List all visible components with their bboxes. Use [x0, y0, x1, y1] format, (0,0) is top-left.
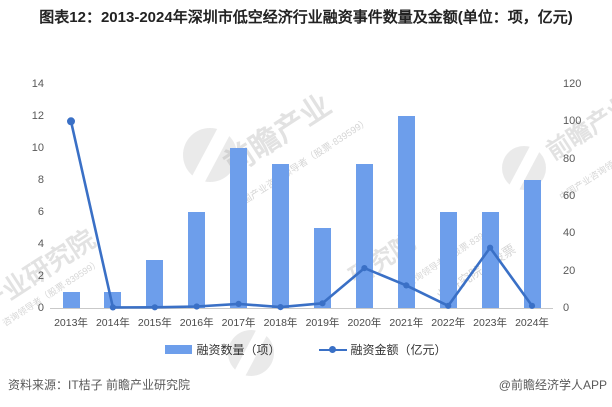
- plot-area: [50, 84, 553, 309]
- x-axis-tick: 2016年: [179, 317, 214, 329]
- line-series: [69, 119, 534, 309]
- bar-2021年: [397, 116, 415, 308]
- line-swatch-icon: [318, 345, 347, 354]
- y-axis-left-tick: 2: [37, 270, 44, 282]
- legend-item-line: 融资金额（亿元）: [318, 341, 447, 358]
- y-axis-left-tick: 0: [37, 302, 44, 314]
- x-axis-tick: 2013年: [54, 317, 88, 329]
- line-point-2023年: [487, 244, 494, 251]
- y-axis-right-tick: 120: [563, 78, 582, 90]
- line-point-2020年: [361, 265, 368, 272]
- bar-2014年: [104, 292, 122, 308]
- y-axis-right-tick: 20: [563, 264, 576, 277]
- bar-2017年: [230, 148, 248, 308]
- line-point-2013年: [67, 117, 75, 126]
- line-point-2014年: [109, 304, 116, 311]
- y-axis-left-tick: 14: [31, 78, 44, 90]
- x-axis-tick: 2020年: [347, 317, 382, 329]
- line-point-2017年: [235, 300, 242, 307]
- bar-2019年: [314, 228, 331, 308]
- x-axis-tick: 2017年: [221, 317, 256, 329]
- x-axis-tick: 2014年: [95, 317, 130, 329]
- line-point-2018年: [277, 304, 284, 311]
- chart-title: 图表12：2013-2024年深圳市低空经济行业融资事件数量及金额(单位：项，亿…: [39, 9, 573, 26]
- y-axis-left-tick: 6: [37, 206, 44, 218]
- x-axis-tick: 2023年: [473, 317, 508, 329]
- bar-swatch-icon: [165, 345, 193, 354]
- line-point-2015年: [151, 304, 158, 311]
- line-point-2024年: [528, 302, 536, 309]
- y-axis-right-tick: 40: [563, 227, 576, 240]
- legend-item-bars: 融资数量（项）: [165, 341, 281, 358]
- bar-2018年: [272, 164, 289, 308]
- y-axis-right-tick: 100: [563, 115, 582, 128]
- x-axis-tick: 2024年: [515, 317, 549, 329]
- y-axis-left-tick: 12: [31, 110, 44, 122]
- legend-label-bars: 融资数量（项）: [196, 343, 281, 357]
- bar-2015年: [146, 260, 164, 308]
- y-axis-left-tick: 10: [31, 142, 44, 154]
- line-point-2021年: [403, 282, 410, 289]
- data-source-text: 资料来源：IT桔子 前瞻产业研究院: [8, 378, 190, 392]
- legend-label-line: 融资金额（亿元）: [350, 343, 447, 357]
- bar-2023年: [481, 212, 499, 308]
- bar-2022年: [439, 212, 457, 308]
- x-axis-tick: 2019年: [305, 317, 340, 329]
- x-axis-tick: 2022年: [431, 317, 466, 329]
- line-point-2016年: [193, 303, 200, 310]
- y-axis-right-tick: 0: [563, 302, 570, 314]
- credit-text: @前瞻经济学人APP: [498, 378, 607, 392]
- x-axis-tick: 2015年: [137, 317, 172, 329]
- bar-2016年: [188, 212, 206, 308]
- y-axis-right-tick: 60: [563, 190, 576, 202]
- y-axis-left-tick: 8: [37, 174, 44, 186]
- legend: 融资数量（项） 融资金额（亿元）: [0, 341, 612, 358]
- line-point-2019年: [319, 300, 326, 307]
- y-axis-left-tick: 4: [37, 238, 44, 250]
- x-axis-tick: 2018年: [263, 317, 298, 329]
- line-point-2022年: [445, 302, 452, 309]
- line-series-layer: [67, 117, 536, 311]
- bar-2024年: [523, 180, 541, 308]
- y-axis-right-tick: 80: [563, 152, 576, 165]
- bar-2013年: [62, 292, 80, 308]
- x-axis-tick: 2021年: [389, 317, 424, 329]
